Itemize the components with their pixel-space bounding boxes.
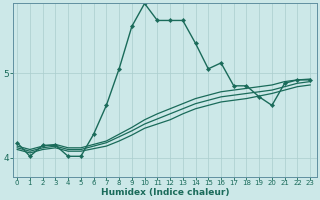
X-axis label: Humidex (Indice chaleur): Humidex (Indice chaleur) [101,188,229,197]
